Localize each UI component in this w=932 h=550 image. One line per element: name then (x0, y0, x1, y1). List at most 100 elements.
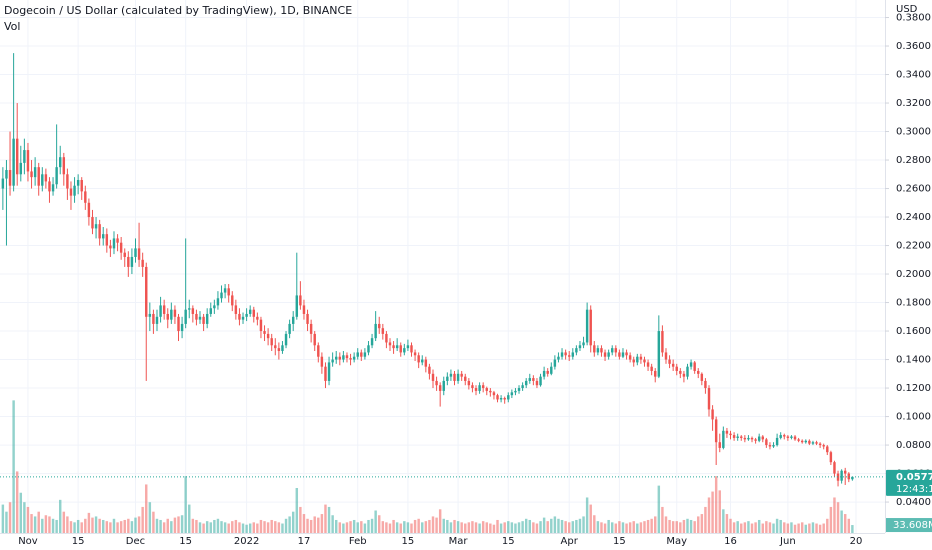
volume-bar (668, 519, 671, 533)
volume-bar (815, 523, 818, 533)
volume-bar (370, 518, 374, 533)
candle-body (274, 345, 277, 349)
volume-bar (790, 522, 793, 533)
volume-bar (91, 517, 94, 533)
volume-bar (492, 524, 496, 533)
volume-bar (811, 522, 815, 533)
candle-body (582, 342, 585, 346)
volume-bar (768, 522, 772, 533)
volume-bar (30, 514, 33, 533)
candle-body (664, 352, 668, 360)
candle-body (248, 309, 252, 314)
y-tick-label: 0.2800 (896, 155, 931, 166)
volume-bar (503, 522, 506, 533)
volume-pane (1, 400, 854, 533)
candle-body (847, 473, 851, 480)
volume-bar (514, 523, 517, 533)
volume-bar (277, 522, 281, 533)
volume-bar (313, 516, 316, 533)
candle-body (822, 445, 825, 447)
candle-body (514, 390, 517, 393)
candle-body (327, 362, 331, 381)
candle-body (707, 388, 711, 410)
volume-bar (299, 506, 302, 533)
candle-body (342, 355, 345, 360)
volume-bar (266, 522, 270, 533)
volume-bar (686, 518, 689, 533)
candle-body (614, 348, 618, 353)
candle-body (159, 305, 162, 317)
candle-body (381, 328, 385, 334)
candle-body (492, 392, 496, 396)
y-tick-label: 0.0400 (896, 497, 931, 508)
volume-bar (213, 519, 216, 533)
volume-bar (177, 516, 180, 533)
volume-label: Vol (4, 20, 20, 33)
candle-body (750, 437, 754, 440)
volume-bar (736, 521, 739, 533)
candle-body (94, 224, 98, 229)
volume-bar (338, 522, 342, 533)
volume-bar (775, 518, 779, 533)
candle-body (826, 446, 829, 453)
volume-bar (12, 400, 15, 533)
candle-body (772, 445, 775, 447)
volume-bar (564, 521, 567, 533)
y-tick-label: 0.1800 (896, 298, 931, 309)
volume-bar (786, 523, 790, 533)
volume-bar (793, 524, 797, 533)
volume-bar (628, 522, 632, 533)
volume-bar (618, 521, 621, 533)
x-tick-label: 15 (502, 536, 515, 547)
candle-body (220, 292, 223, 299)
volume-bar (664, 516, 668, 533)
volume-bar (757, 519, 761, 533)
volume-bar (632, 521, 635, 533)
volume-bar (417, 518, 420, 533)
candle-body (747, 437, 750, 440)
candle-body (503, 398, 506, 400)
candle-body (216, 298, 220, 306)
candle-body (173, 309, 177, 317)
y-tick-label: 0.1000 (896, 412, 931, 423)
candle-body (808, 440, 811, 444)
volume-bar (449, 522, 453, 533)
volume-bar (571, 521, 575, 533)
volume-bar (589, 504, 592, 533)
candle-body (682, 373, 686, 377)
candle-body (700, 373, 704, 381)
volume-bar (560, 519, 564, 533)
volume-bar (496, 519, 499, 533)
candle-body (657, 331, 661, 377)
volume-bar (675, 521, 678, 533)
candle-body (532, 378, 535, 381)
volume-bar (507, 521, 510, 533)
candle-body (607, 352, 610, 357)
volume-bar (765, 521, 768, 533)
volume-bar (73, 522, 76, 533)
volume-bar (335, 519, 338, 533)
volume-bar (155, 518, 159, 533)
candle-body (148, 313, 152, 317)
volume-bar (392, 519, 395, 533)
candle-body (349, 358, 352, 360)
volume-bar (148, 502, 152, 533)
volume-bar (403, 521, 406, 533)
candle-body (352, 356, 356, 360)
volume-bar (130, 521, 134, 533)
volume-bar (399, 523, 402, 533)
candle-body (59, 157, 62, 168)
volume-bar (481, 521, 485, 533)
volume-bar (406, 522, 410, 533)
volume-bar (421, 522, 424, 533)
candle-body (765, 439, 768, 446)
volume-bar (385, 522, 388, 533)
volume-bar (116, 522, 119, 533)
candle-body (768, 445, 772, 447)
candle-body (302, 305, 306, 314)
volume-bar (639, 522, 643, 533)
volume-bar (388, 523, 392, 533)
volume-bar (567, 522, 571, 533)
candle-body (661, 331, 664, 353)
candle-body (428, 366, 431, 374)
